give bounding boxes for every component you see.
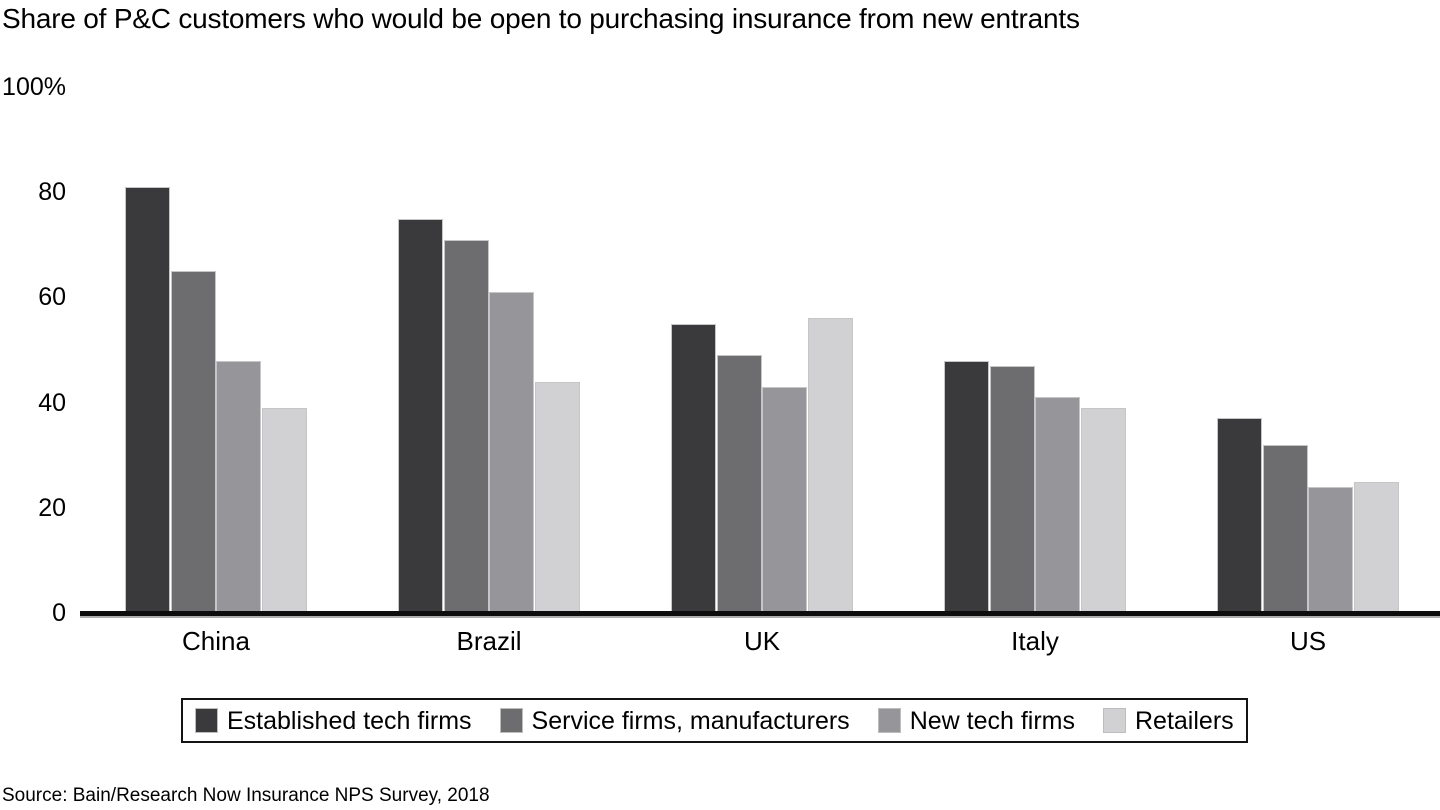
bar [717,355,762,613]
legend-swatch [195,708,218,733]
y-tick-label: 20 [38,493,66,522]
source-note: Source: Bain/Research Now Insurance NPS … [2,785,490,806]
legend-swatch [1103,708,1126,733]
y-tick-label: 40 [38,388,66,417]
bar [398,219,443,614]
category-label: Brazil [456,626,522,656]
legend-item: New tech firms [877,706,1075,735]
bar [808,318,853,613]
bar [262,408,307,613]
bar [1308,487,1353,613]
chart-title: Share of P&C customers who would be open… [2,3,1080,34]
y-tick-label: 0 [52,599,66,627]
category-label: US [1289,626,1327,656]
legend-item: Established tech firms [195,707,472,735]
y-axis-top-label: 100% [2,73,66,101]
category-label: UK [743,626,781,656]
legend: Established tech firms Service firms, man… [181,698,1248,743]
legend-item: Retailers [1103,707,1234,735]
legend-item: Service firms, manufacturers [499,706,850,735]
category-label: Italy [1011,626,1059,656]
bar [671,324,716,613]
x-axis-line [80,611,1440,618]
y-tick-label: 60 [38,283,66,312]
legend-label: Retailers [1135,706,1234,735]
bar [1081,408,1126,613]
bar [489,292,534,613]
bar [216,361,261,613]
bar [1354,482,1399,614]
bar [944,361,989,613]
bar [171,271,216,613]
legend-label: Established tech firms [227,706,472,735]
legend-swatch [877,708,901,733]
legend-label: New tech firms [909,706,1075,735]
y-tick-label: 80 [38,178,66,207]
bar [1217,418,1262,613]
bar [990,366,1035,613]
bar [1263,445,1308,613]
legend-swatch [499,708,523,733]
legend-label: Service firms, manufacturers [531,706,850,735]
bar [444,240,489,613]
bar [535,382,580,613]
bar [125,187,170,613]
category-label: China [182,626,250,656]
bar [762,387,807,613]
bar [1035,397,1080,613]
